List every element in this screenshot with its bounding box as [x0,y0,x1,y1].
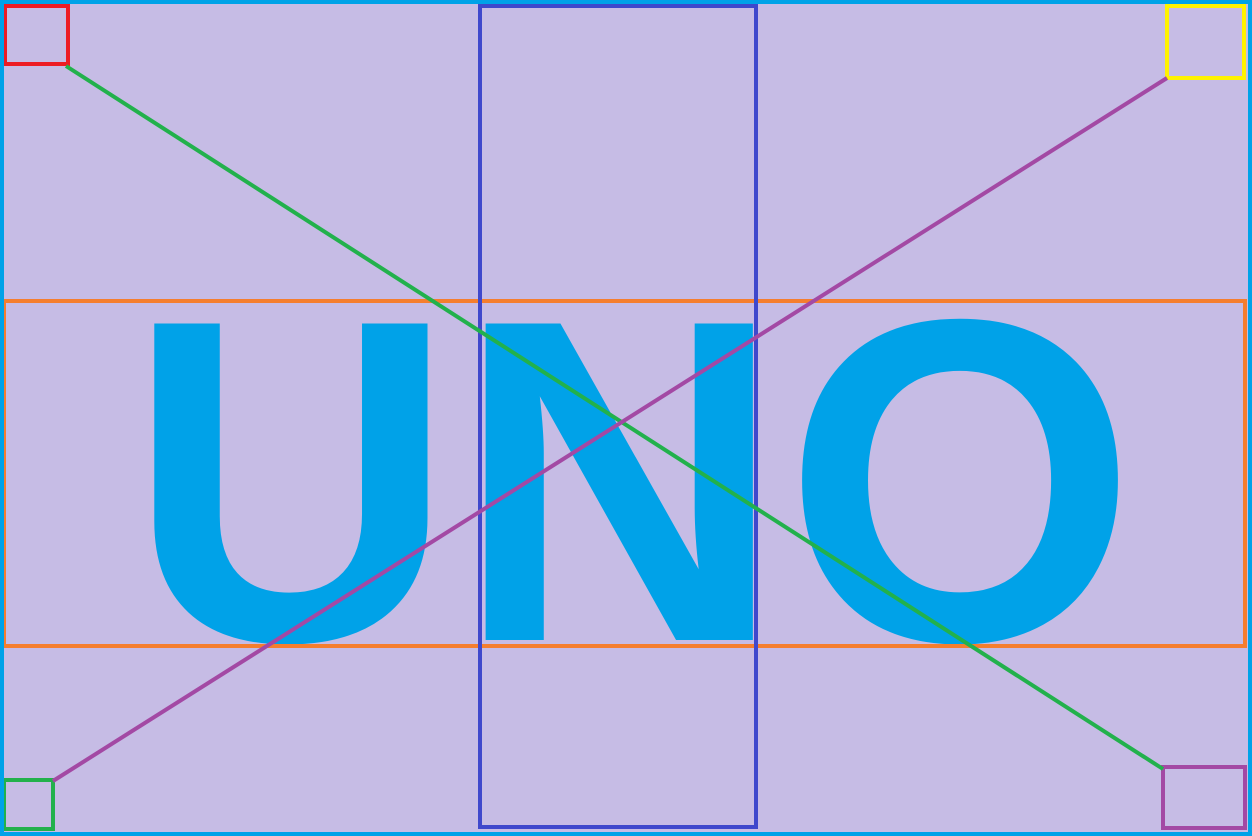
word-uno: UNO [127,225,1137,738]
bottom-right-square [1161,765,1247,830]
top-left-square [3,4,70,66]
diagonal-line-purple [51,76,1169,783]
center-column-box [478,4,758,829]
top-right-square [1165,4,1246,80]
diagonal-line-green [64,64,1165,771]
